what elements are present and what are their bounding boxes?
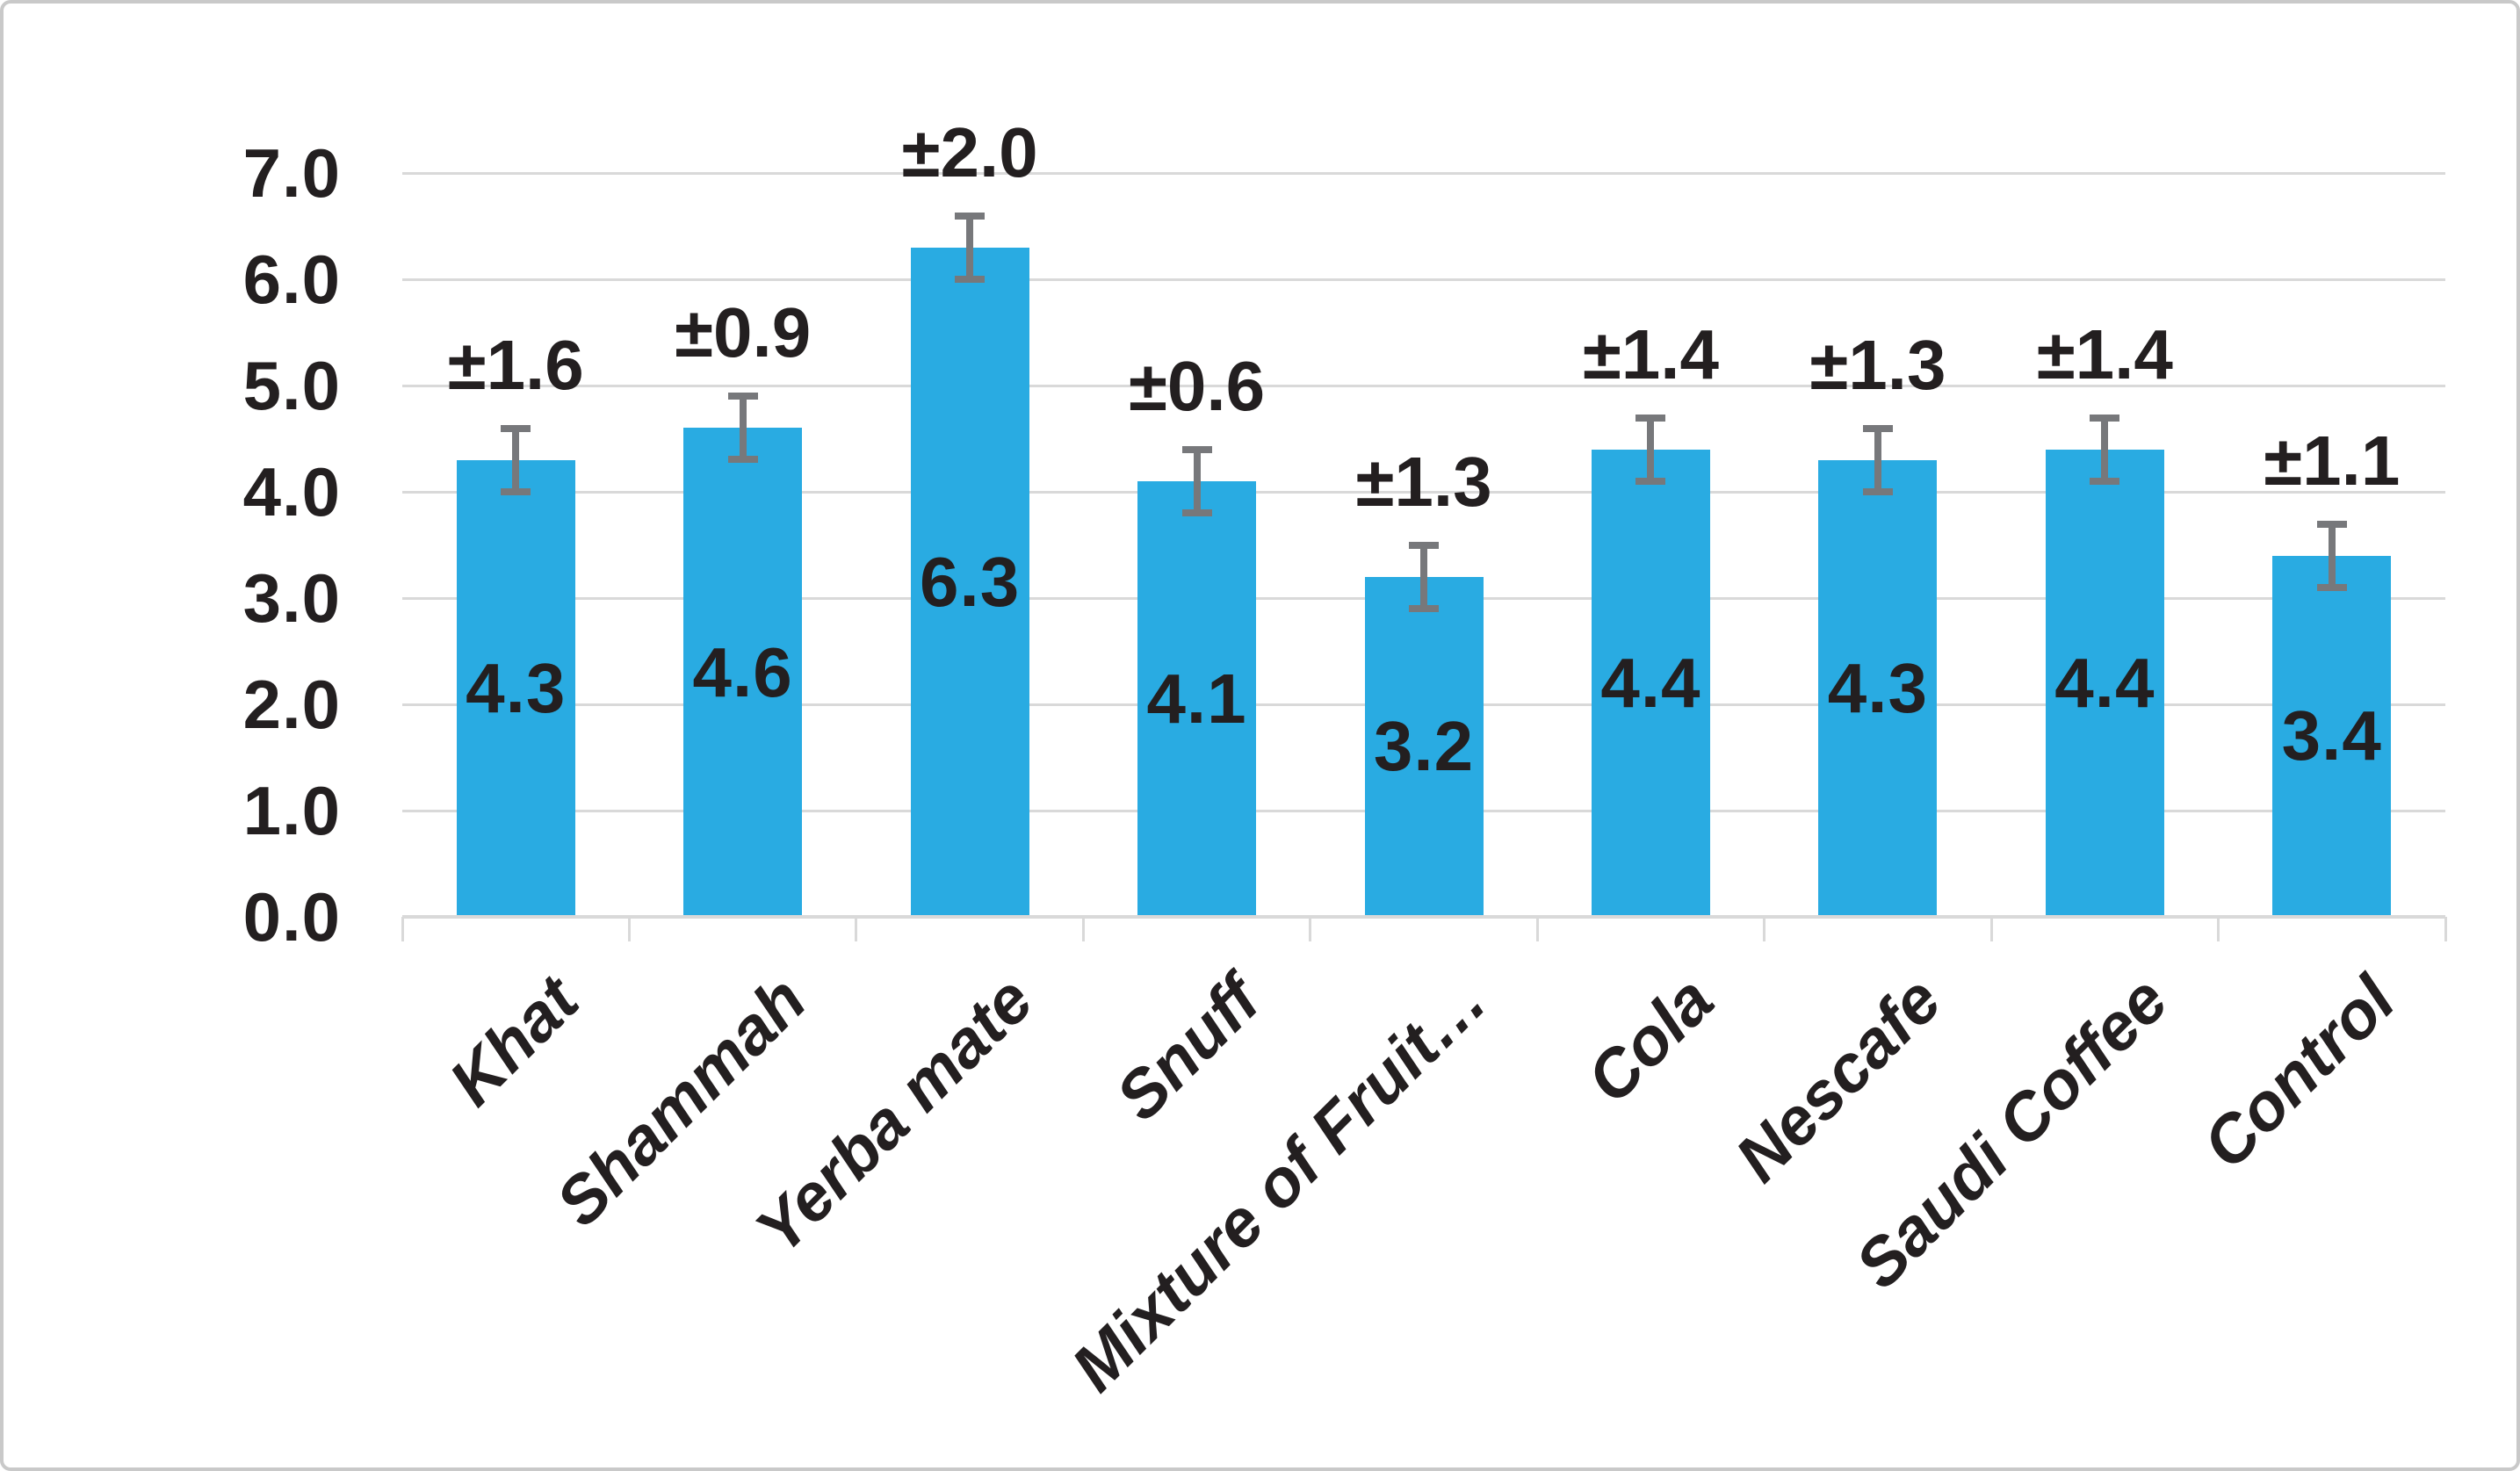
- bar: [1364, 576, 1484, 917]
- x-axis-tick: [401, 917, 404, 941]
- x-axis-line: [402, 915, 2445, 919]
- gridline: [402, 490, 2445, 494]
- bar-value-label: 6.3: [920, 542, 1021, 621]
- error-value-label: ±0.9: [675, 293, 812, 372]
- bar: [456, 459, 575, 917]
- bar-value-label: 4.4: [1600, 643, 1701, 722]
- error-bar-bottom-cap: [2316, 583, 2347, 591]
- error-bar-bottom-cap: [955, 275, 986, 283]
- error-bar-stem: [2101, 417, 2109, 481]
- error-bar-stem: [739, 396, 747, 460]
- error-bar-top-cap: [955, 212, 986, 220]
- error-bar-bottom-cap: [501, 487, 531, 495]
- y-axis-tick-label: 5.0: [242, 347, 341, 424]
- error-bar-top-cap: [727, 393, 758, 400]
- error-bar-bottom-cap: [1409, 604, 1439, 612]
- x-axis-category-label: Khat: [435, 962, 594, 1121]
- x-axis-tick: [1081, 917, 1085, 941]
- x-axis-category-label: Snuff: [1101, 962, 1274, 1136]
- bar: [910, 247, 1029, 917]
- error-bar-top-cap: [1635, 414, 1666, 422]
- x-axis-tick: [1989, 917, 1993, 941]
- error-bar-stem: [1874, 428, 1881, 492]
- gridline: [402, 384, 2445, 387]
- x-axis-tick: [2217, 917, 2220, 941]
- x-axis-tick: [1309, 917, 1312, 941]
- error-bar-bottom-cap: [1181, 508, 1212, 516]
- bar-value-label: 4.1: [1146, 659, 1247, 738]
- error-value-label: ±1.4: [2036, 314, 2173, 393]
- error-bar-stem: [1420, 544, 1427, 609]
- bar-value-label: 4.3: [466, 648, 567, 727]
- gridline: [402, 278, 2445, 281]
- bar-value-label: 3.4: [2281, 696, 2382, 775]
- error-bar-stem: [1193, 449, 1201, 513]
- bar: [2272, 555, 2392, 917]
- error-bar-stem: [512, 428, 520, 492]
- bar-value-label: 4.4: [2054, 643, 2155, 722]
- y-axis-tick-label: 2.0: [242, 666, 341, 743]
- y-axis-tick-label: 0.0: [242, 878, 341, 955]
- error-bar-bottom-cap: [727, 456, 758, 464]
- bar: [683, 428, 803, 917]
- error-bar-stem: [966, 215, 974, 279]
- error-value-label: ±0.6: [1128, 346, 1266, 425]
- x-axis-tick: [627, 917, 631, 941]
- x-axis-category-label: Control: [2188, 962, 2409, 1184]
- error-value-label: ±1.6: [447, 325, 584, 404]
- bar-value-label: 4.6: [692, 632, 793, 711]
- x-axis-category-label: Nescafe: [1721, 962, 1955, 1197]
- x-axis-tick: [1535, 917, 1539, 941]
- error-bar-stem: [2328, 523, 2336, 588]
- gridline: [402, 171, 2445, 175]
- error-bar-bottom-cap: [2090, 477, 2120, 485]
- bar: [1818, 459, 1938, 917]
- error-bar-top-cap: [1181, 445, 1212, 453]
- error-bar-top-cap: [2316, 520, 2347, 528]
- x-axis-tick: [1763, 917, 1766, 941]
- error-value-label: ±1.3: [1355, 442, 1492, 521]
- bar: [1591, 449, 1710, 917]
- y-axis-tick-label: 7.0: [242, 134, 341, 212]
- x-axis-tick: [2444, 917, 2447, 941]
- x-axis-category-label: Mixture of Fruit…: [1058, 962, 1501, 1406]
- x-axis-category-label: Cola: [1572, 962, 1729, 1118]
- bar: [1137, 480, 1257, 917]
- bar-value-label: 3.2: [1373, 707, 1475, 786]
- error-bar-top-cap: [501, 424, 531, 432]
- y-axis-tick-label: 4.0: [242, 453, 341, 530]
- error-bar-top-cap: [1409, 541, 1439, 549]
- error-value-label: ±1.3: [1809, 325, 1946, 404]
- bar: [2045, 449, 2164, 917]
- y-axis-tick-label: 6.0: [242, 241, 341, 318]
- error-bar-top-cap: [2090, 414, 2120, 422]
- error-value-label: ±1.4: [1582, 314, 1719, 393]
- error-bar-bottom-cap: [1635, 477, 1666, 485]
- error-bar-bottom-cap: [1862, 487, 1893, 495]
- y-axis-tick-label: 3.0: [242, 559, 341, 637]
- error-bar-stem: [1647, 417, 1655, 481]
- error-value-label: ±1.1: [2264, 421, 2401, 500]
- y-axis-tick-label: 1.0: [242, 772, 341, 849]
- bar-value-label: 4.3: [1827, 648, 1928, 727]
- error-bar-top-cap: [1862, 424, 1893, 432]
- error-value-label: ±2.0: [901, 112, 1038, 191]
- x-axis-tick: [855, 917, 858, 941]
